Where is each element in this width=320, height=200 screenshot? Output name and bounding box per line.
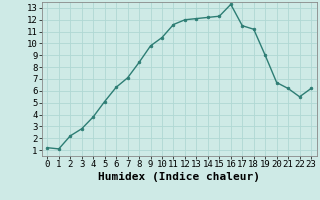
X-axis label: Humidex (Indice chaleur): Humidex (Indice chaleur) bbox=[98, 172, 260, 182]
